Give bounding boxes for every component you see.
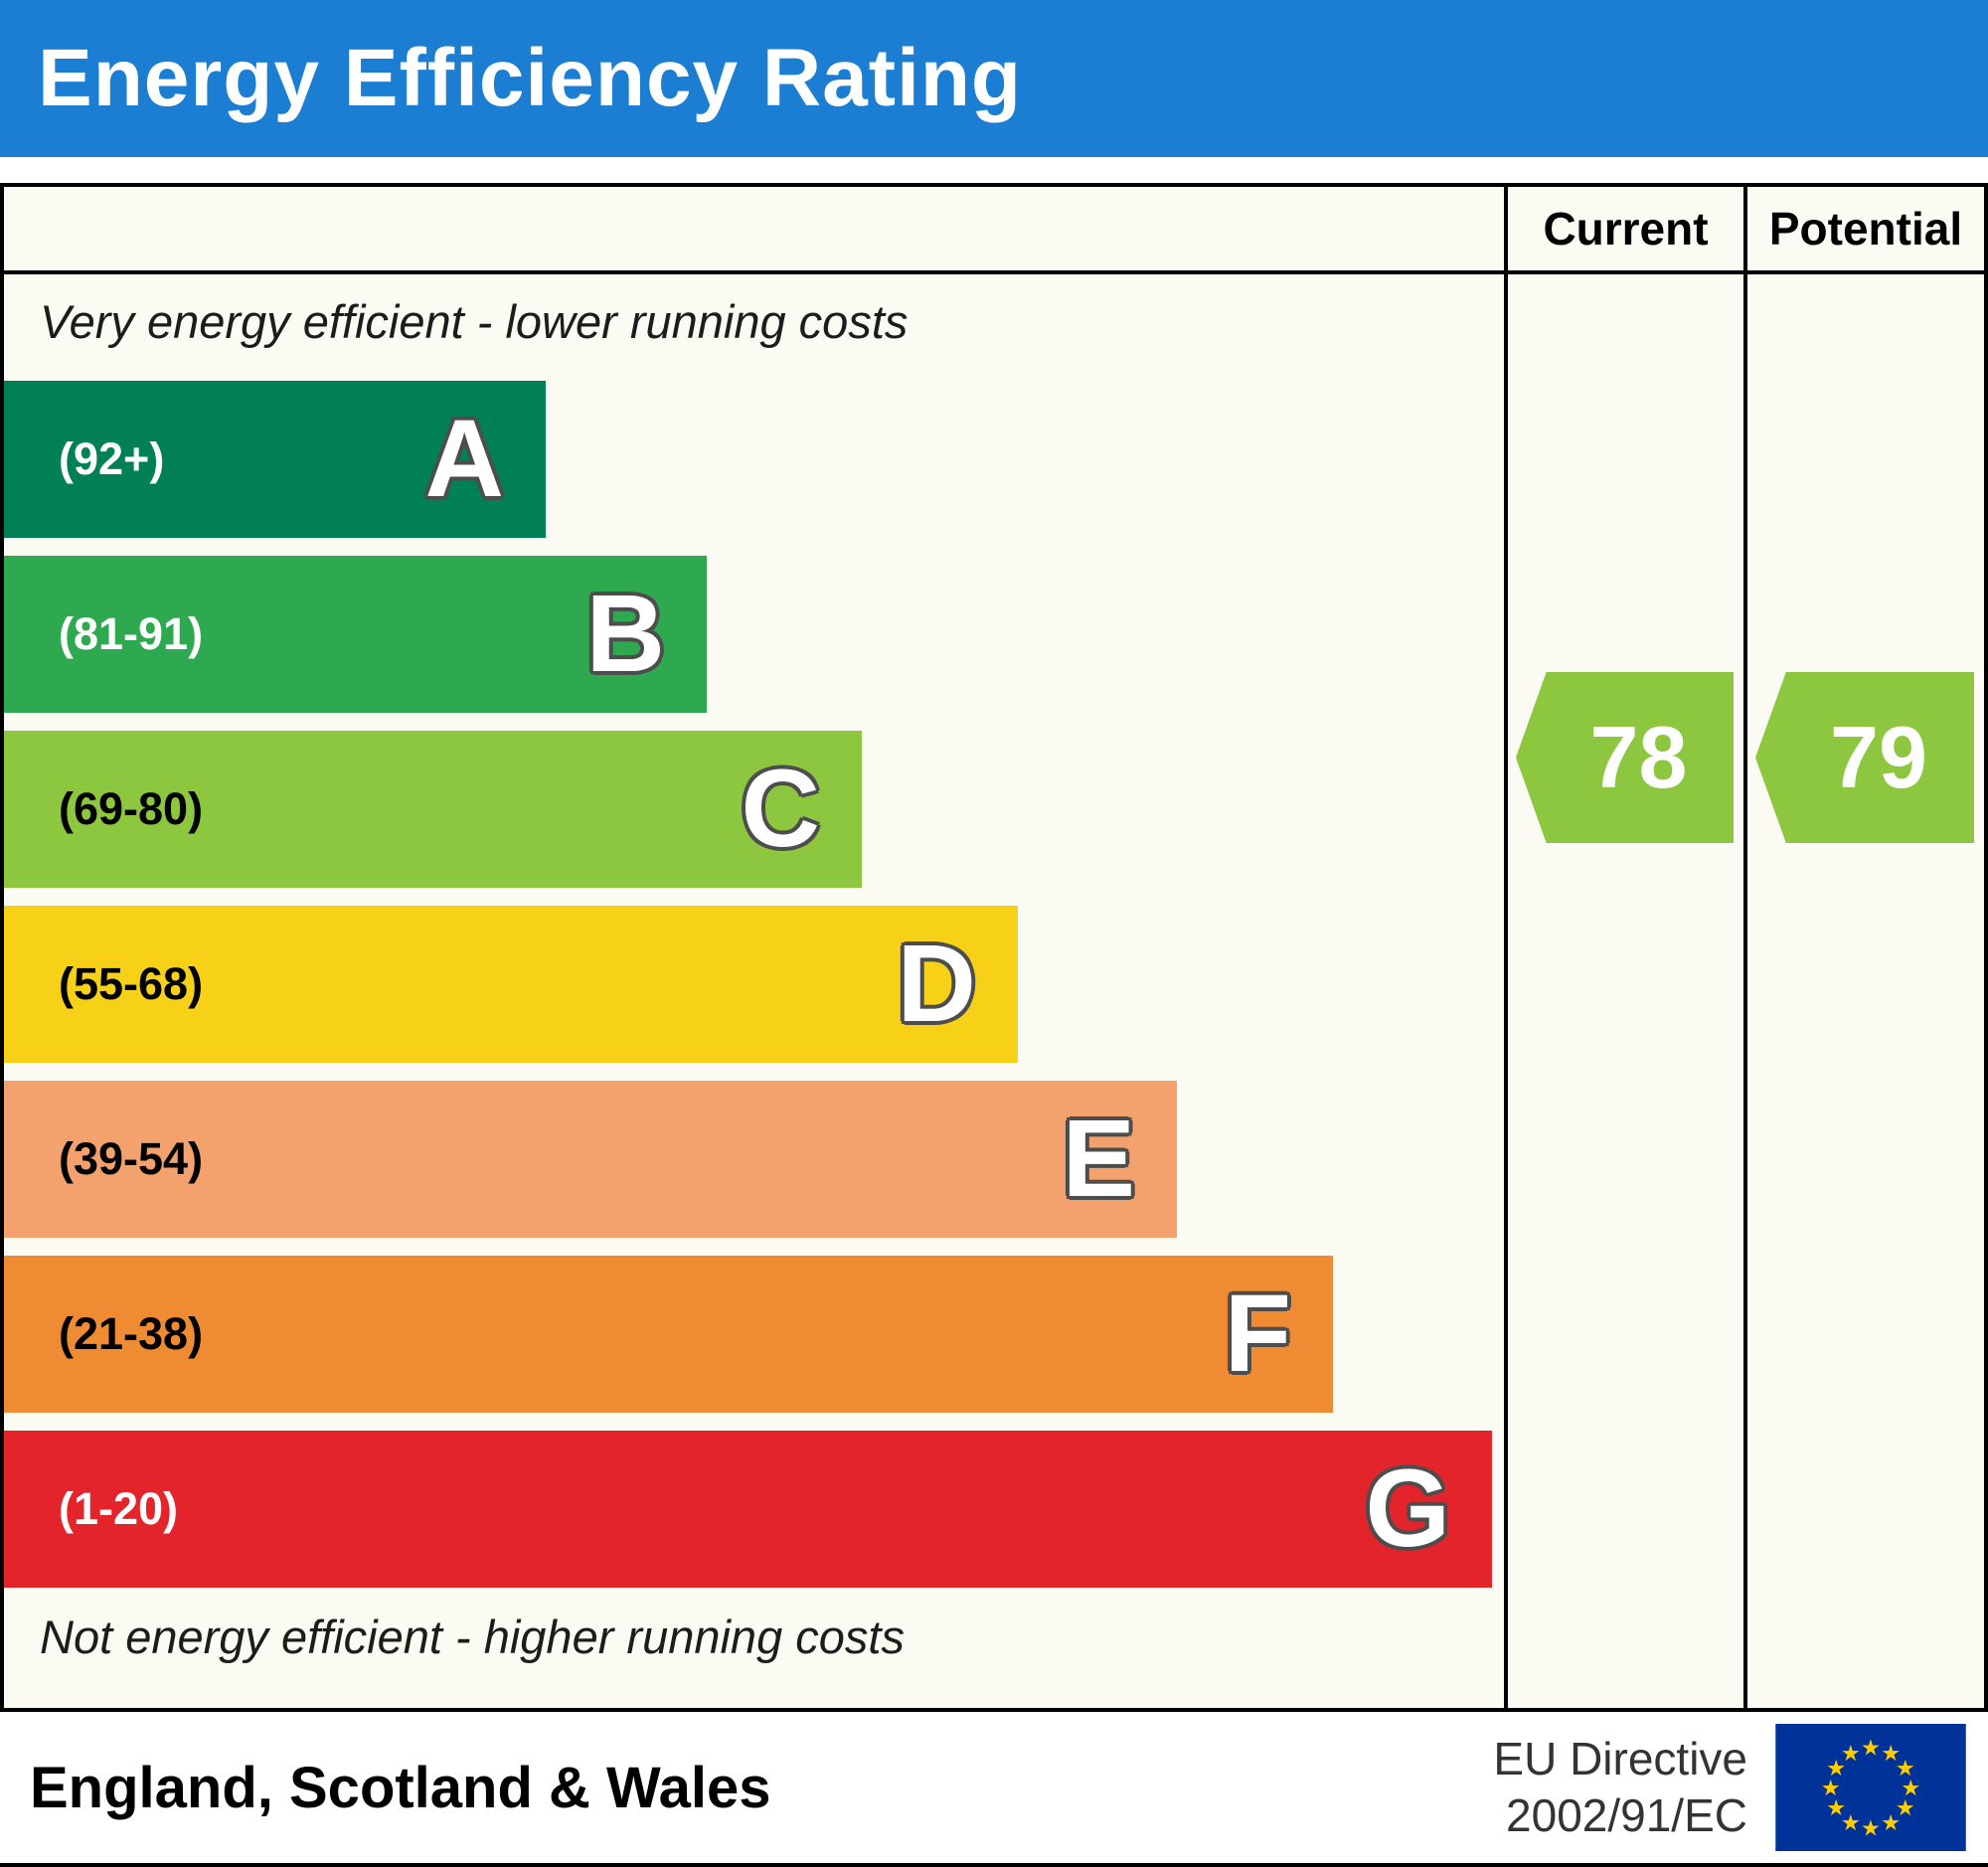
band-bar-d: (55-68) D: [4, 906, 1018, 1063]
column-header-row: Current Potential: [4, 187, 1984, 274]
band-b-letter: B: [585, 573, 665, 695]
potential-score-column: 79: [1743, 274, 1984, 1708]
eu-directive-line1: EU Directive: [1493, 1732, 1747, 1784]
svg-text:★: ★: [1826, 1756, 1846, 1782]
chart-title-bar: Energy Efficiency Rating: [0, 0, 1988, 157]
rating-chart: Current Potential Very energy efficient …: [0, 183, 1988, 1712]
current-column-header: Current: [1504, 187, 1743, 270]
eu-directive-label: EU Directive 2002/91/EC: [1493, 1731, 1747, 1845]
band-g-letter: G: [1365, 1447, 1450, 1570]
band-a-letter: A: [424, 398, 504, 520]
column-header-spacer: [4, 187, 1504, 270]
band-bar-c: (69-80) C: [4, 731, 862, 888]
band-b-range-label: (81-91): [59, 608, 204, 659]
svg-text:★: ★: [1841, 1810, 1861, 1836]
svg-text:★: ★: [1896, 1795, 1915, 1821]
svg-text:★: ★: [1841, 1741, 1861, 1767]
band-f-range-label: (21-38): [59, 1308, 204, 1359]
current-rating-value: 78: [1589, 708, 1688, 806]
svg-text:★: ★: [1896, 1756, 1915, 1782]
chart-body: Very energy efficient - lower running co…: [4, 274, 1984, 1708]
bands-column: Very energy efficient - lower running co…: [4, 274, 1504, 1708]
current-rating-pointer: 78: [1516, 672, 1734, 843]
band-bar-f: (21-38) F: [4, 1256, 1333, 1413]
band-c-letter: C: [741, 748, 820, 870]
band-g-range-label: (1-20): [59, 1483, 179, 1534]
chart-title: Energy Efficiency Rating: [38, 33, 1023, 123]
svg-text:★: ★: [1901, 1776, 1920, 1801]
band-e-range-label: (39-54): [59, 1133, 204, 1184]
current-score-column: 78: [1504, 274, 1743, 1708]
band-c-range-label: (69-80): [59, 783, 204, 834]
band-bar-e: (39-54) E: [4, 1081, 1177, 1238]
band-bar-g: (1-20) G: [4, 1431, 1492, 1588]
bottom-note: Not energy efficient - higher running co…: [40, 1611, 905, 1663]
band-a-range-label: (92+): [59, 433, 165, 484]
band-e-letter: E: [1062, 1098, 1135, 1220]
svg-text:★: ★: [1821, 1776, 1841, 1801]
svg-text:★: ★: [1881, 1741, 1901, 1767]
region-label: England, Scotland & Wales: [30, 1755, 771, 1820]
band-f-letter: F: [1224, 1273, 1291, 1395]
band-d-letter: D: [897, 923, 976, 1045]
chart-footer: England, Scotland & Wales EU Directive 2…: [0, 1712, 1988, 1867]
eu-flag-icon: ★ ★ ★ ★ ★ ★ ★ ★ ★ ★ ★ ★: [1775, 1724, 1966, 1851]
svg-text:★: ★: [1881, 1810, 1901, 1836]
potential-rating-pointer: 79: [1755, 672, 1974, 843]
svg-text:★: ★: [1861, 1815, 1881, 1841]
eu-directive-line2: 2002/91/EC: [1506, 1789, 1747, 1841]
potential-column-header: Potential: [1743, 187, 1984, 270]
svg-text:★: ★: [1861, 1736, 1881, 1762]
band-bar-a: (92+) A: [4, 381, 546, 538]
svg-text:★: ★: [1826, 1795, 1846, 1821]
top-note: Very energy efficient - lower running co…: [40, 295, 909, 348]
potential-rating-value: 79: [1830, 708, 1927, 806]
band-d-range-label: (55-68): [59, 958, 204, 1009]
band-bar-b: (81-91) B: [4, 556, 707, 713]
